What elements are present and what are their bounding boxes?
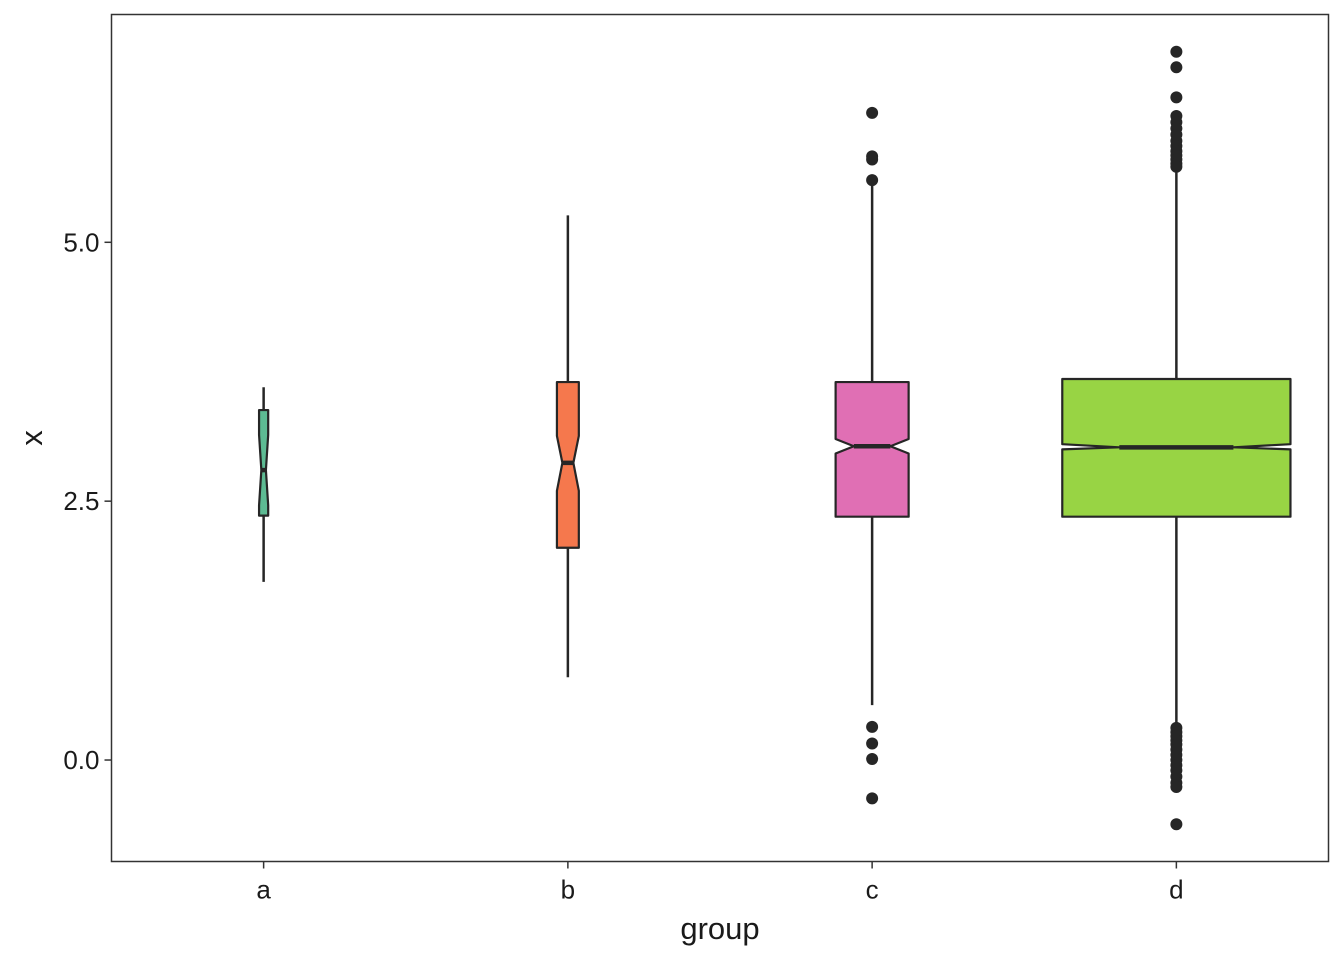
outlier-point: [1170, 91, 1183, 104]
y-tick-label: 0.0: [63, 745, 99, 775]
x-tick-label: c: [866, 875, 879, 905]
box-body: [257, 408, 270, 517]
outlier-point: [866, 752, 879, 765]
outlier-point: [1170, 818, 1183, 831]
x-tick-label: d: [1169, 875, 1183, 905]
outlier-point: [1170, 61, 1183, 74]
outlier-point: [866, 174, 879, 187]
outlier-point: [866, 792, 879, 805]
outlier-point: [866, 720, 879, 733]
outlier-point: [866, 106, 879, 119]
y-tick-label: 2.5: [63, 486, 99, 516]
outlier-point: [866, 153, 879, 166]
box-group-a: [257, 387, 270, 582]
x-axis-title: group: [680, 911, 759, 946]
x-tick-label: b: [561, 875, 575, 905]
box-group-d: [1061, 45, 1292, 831]
box-group-b: [555, 215, 580, 678]
outlier-point: [1170, 780, 1183, 793]
x-tick-label: a: [256, 875, 271, 905]
outlier-point: [866, 737, 879, 750]
boxes-layer: [257, 45, 1292, 831]
y-axis-title: x: [14, 430, 49, 446]
box-body: [834, 380, 910, 518]
x-axis: a b c d: [256, 861, 1184, 905]
y-axis: 0.0 2.5 5.0: [63, 227, 112, 775]
y-tick-label: 5.0: [63, 227, 99, 257]
outlier-point: [1170, 160, 1183, 173]
outlier-point: [1170, 45, 1183, 58]
box-group-c: [834, 106, 910, 805]
